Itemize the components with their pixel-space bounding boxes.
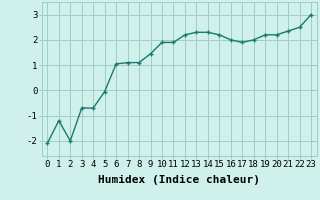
X-axis label: Humidex (Indice chaleur): Humidex (Indice chaleur) <box>98 175 260 185</box>
